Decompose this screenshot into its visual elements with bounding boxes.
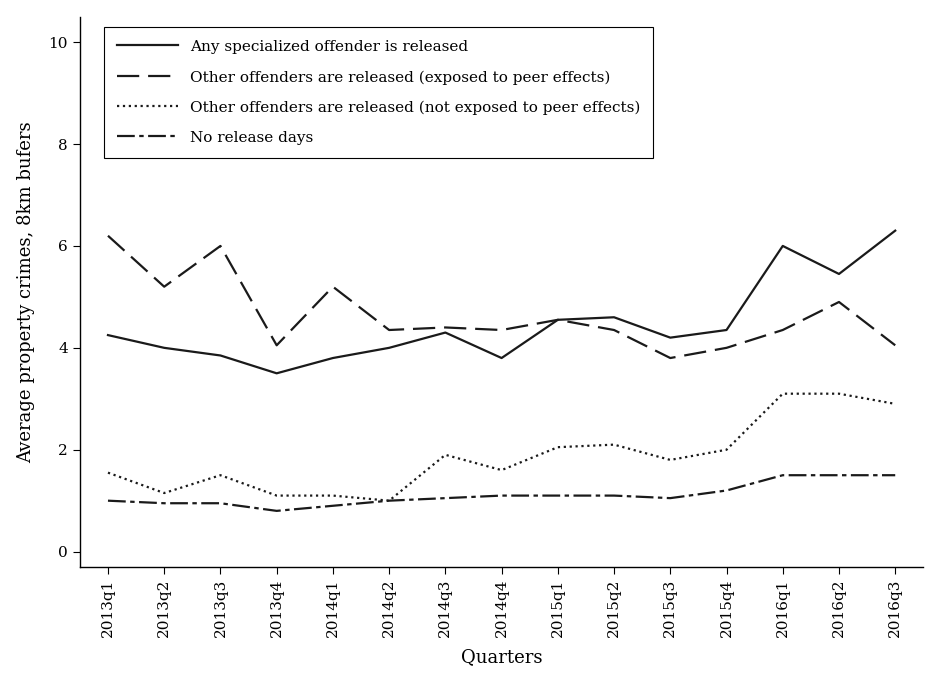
Other offenders are released (not exposed to peer effects): [608, 441, 619, 449]
Other offenders are released (not exposed to peer effects): [721, 445, 732, 454]
Other offenders are released (not exposed to peer effects): [665, 456, 676, 464]
Any specialized offender is released: [215, 351, 227, 359]
Any specialized offender is released: [496, 354, 508, 362]
Other offenders are released (exposed to peer effects): [777, 326, 789, 334]
Other offenders are released (exposed to peer effects): [834, 298, 845, 306]
Any specialized offender is released: [327, 354, 338, 362]
No release days: [552, 492, 563, 500]
No release days: [721, 486, 732, 494]
Other offenders are released (not exposed to peer effects): [159, 489, 170, 497]
Any specialized offender is released: [721, 326, 732, 334]
Any specialized offender is released: [271, 370, 282, 378]
No release days: [215, 499, 227, 507]
Any specialized offender is released: [384, 344, 395, 352]
Line: No release days: No release days: [108, 475, 895, 511]
Other offenders are released (not exposed to peer effects): [552, 443, 563, 451]
Any specialized offender is released: [834, 270, 845, 278]
Any specialized offender is released: [665, 333, 676, 342]
Other offenders are released (exposed to peer effects): [665, 354, 676, 362]
No release days: [834, 471, 845, 479]
Other offenders are released (not exposed to peer effects): [834, 389, 845, 398]
No release days: [608, 492, 619, 500]
Other offenders are released (exposed to peer effects): [608, 326, 619, 334]
Y-axis label: Average property crimes, 8km bufers: Average property crimes, 8km bufers: [17, 121, 35, 462]
Line: Any specialized offender is released: Any specialized offender is released: [108, 231, 895, 374]
No release days: [384, 497, 395, 505]
No release days: [496, 492, 508, 500]
Line: Other offenders are released (exposed to peer effects): Other offenders are released (exposed to…: [108, 236, 895, 358]
No release days: [889, 471, 901, 479]
Any specialized offender is released: [552, 316, 563, 324]
Other offenders are released (exposed to peer effects): [384, 326, 395, 334]
Any specialized offender is released: [159, 344, 170, 352]
Other offenders are released (exposed to peer effects): [552, 316, 563, 324]
No release days: [159, 499, 170, 507]
Other offenders are released (exposed to peer effects): [271, 342, 282, 350]
Any specialized offender is released: [608, 313, 619, 322]
Other offenders are released (exposed to peer effects): [102, 232, 114, 240]
No release days: [102, 497, 114, 505]
Other offenders are released (not exposed to peer effects): [215, 471, 227, 479]
Other offenders are released (not exposed to peer effects): [440, 451, 451, 459]
No release days: [665, 494, 676, 502]
Line: Other offenders are released (not exposed to peer effects): Other offenders are released (not expose…: [108, 393, 895, 501]
Other offenders are released (exposed to peer effects): [327, 283, 338, 291]
Other offenders are released (not exposed to peer effects): [271, 492, 282, 500]
Other offenders are released (exposed to peer effects): [159, 283, 170, 291]
Any specialized offender is released: [777, 242, 789, 250]
No release days: [271, 507, 282, 515]
Any specialized offender is released: [889, 227, 901, 235]
Legend: Any specialized offender is released, Other offenders are released (exposed to p: Any specialized offender is released, Ot…: [104, 27, 652, 158]
Any specialized offender is released: [102, 331, 114, 339]
Other offenders are released (not exposed to peer effects): [777, 389, 789, 398]
Other offenders are released (not exposed to peer effects): [384, 497, 395, 505]
Other offenders are released (not exposed to peer effects): [496, 466, 508, 474]
Other offenders are released (exposed to peer effects): [721, 344, 732, 352]
Other offenders are released (exposed to peer effects): [215, 242, 227, 250]
Any specialized offender is released: [440, 329, 451, 337]
Other offenders are released (exposed to peer effects): [440, 323, 451, 331]
Other offenders are released (not exposed to peer effects): [889, 400, 901, 408]
No release days: [327, 502, 338, 510]
Other offenders are released (not exposed to peer effects): [102, 469, 114, 477]
No release days: [440, 494, 451, 502]
No release days: [777, 471, 789, 479]
Other offenders are released (exposed to peer effects): [496, 326, 508, 334]
Other offenders are released (not exposed to peer effects): [327, 492, 338, 500]
X-axis label: Quarters: Quarters: [461, 648, 542, 667]
Other offenders are released (exposed to peer effects): [889, 342, 901, 350]
